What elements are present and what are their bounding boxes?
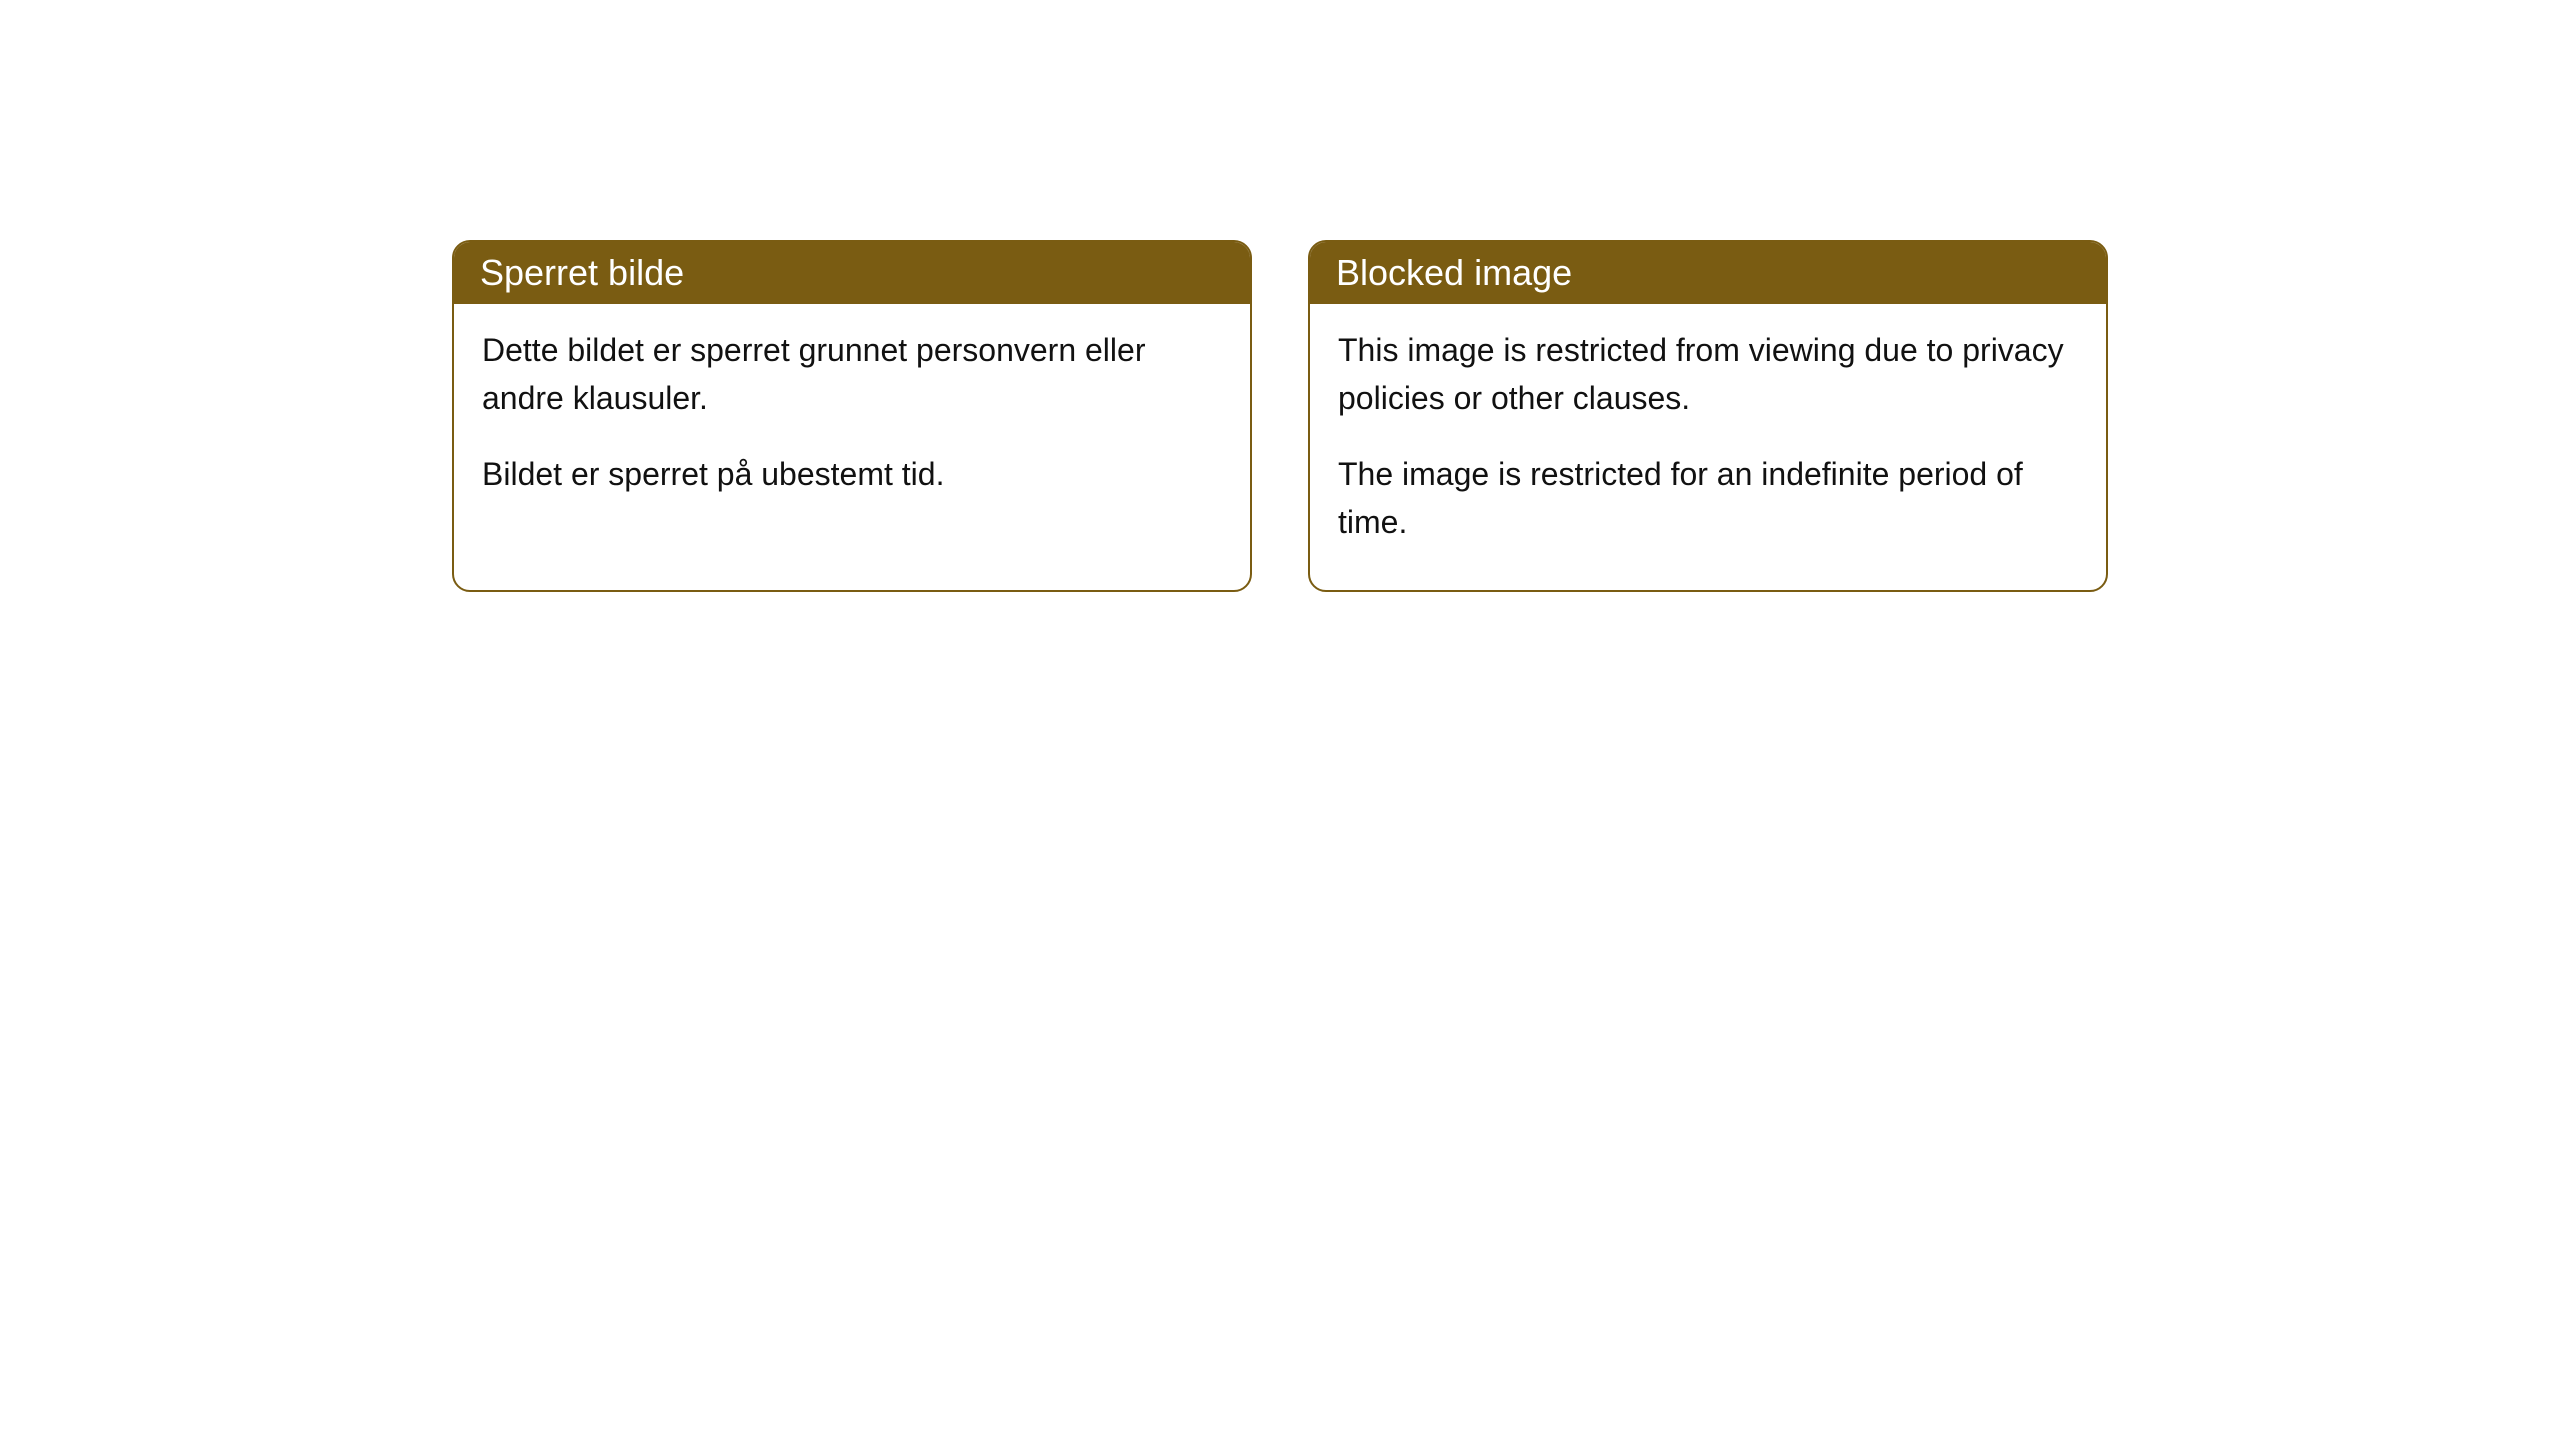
card-paragraph: Dette bildet er sperret grunnet personve…: [482, 326, 1222, 422]
card-body-norwegian: Dette bildet er sperret grunnet personve…: [454, 304, 1250, 542]
blocked-image-card-english: Blocked image This image is restricted f…: [1308, 240, 2108, 592]
card-paragraph: Bildet er sperret på ubestemt tid.: [482, 450, 1222, 498]
card-paragraph: The image is restricted for an indefinit…: [1338, 450, 2078, 546]
card-paragraph: This image is restricted from viewing du…: [1338, 326, 2078, 422]
blocked-image-card-norwegian: Sperret bilde Dette bildet er sperret gr…: [452, 240, 1252, 592]
card-header-norwegian: Sperret bilde: [454, 242, 1250, 304]
card-header-english: Blocked image: [1310, 242, 2106, 304]
cards-container: Sperret bilde Dette bildet er sperret gr…: [0, 240, 2560, 592]
card-body-english: This image is restricted from viewing du…: [1310, 304, 2106, 590]
